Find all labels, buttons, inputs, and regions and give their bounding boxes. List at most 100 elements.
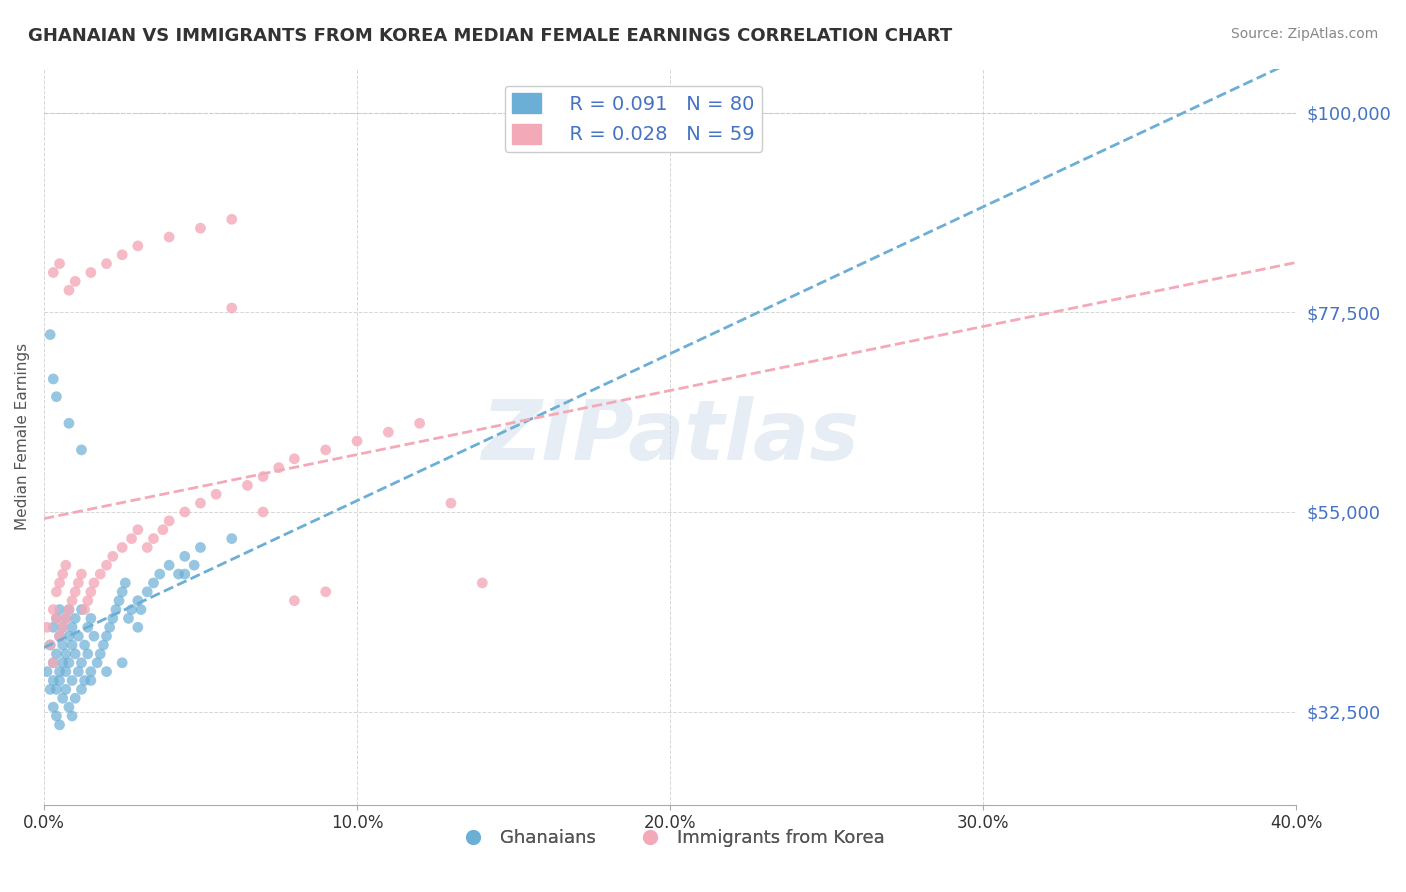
Point [190,496,212,510]
Point [58,656,80,670]
Point [93,638,115,652]
Point [136,584,159,599]
Point [52,567,75,582]
Point [129,602,152,616]
Point [80,665,103,679]
Point [58,417,80,431]
Point [70,602,93,616]
Point [173,505,195,519]
Point [42,656,65,670]
Point [60,593,83,607]
Point [111,541,134,555]
Point [173,549,195,564]
Point [58,700,80,714]
Point [45,709,67,723]
Point [63,691,86,706]
Point [70,656,93,670]
Point [173,567,195,582]
Point [252,469,274,483]
Point [58,629,80,643]
Point [73,638,96,652]
Point [111,584,134,599]
Point [346,434,368,448]
Point [96,257,118,271]
Point [152,523,174,537]
Point [58,283,80,297]
Point [190,541,212,555]
Point [55,665,77,679]
Point [315,442,337,457]
Point [48,629,70,643]
Point [111,248,134,262]
Point [67,629,90,643]
Point [52,620,75,634]
Point [48,576,70,591]
Text: ZIPatlas: ZIPatlas [481,396,859,477]
Point [76,593,98,607]
Y-axis label: Median Female Earnings: Median Female Earnings [15,343,30,530]
Point [76,647,98,661]
Point [89,567,111,582]
Point [42,700,65,714]
Legend: Ghanaians, Immigrants from Korea: Ghanaians, Immigrants from Korea [449,822,893,855]
Point [142,532,165,546]
Point [63,584,86,599]
Point [63,647,86,661]
Point [183,558,205,573]
Point [55,611,77,625]
Point [221,301,243,315]
Point [35,665,58,679]
Point [48,665,70,679]
Point [157,230,180,244]
Point [42,620,65,634]
Point [315,584,337,599]
Point [205,487,228,501]
Point [55,611,77,625]
Text: GHANAIAN VS IMMIGRANTS FROM KOREA MEDIAN FEMALE EARNINGS CORRELATION CHART: GHANAIAN VS IMMIGRANTS FROM KOREA MEDIAN… [28,27,952,45]
Text: Source: ZipAtlas.com: Source: ZipAtlas.com [1230,27,1378,41]
Point [167,567,190,582]
Point [89,647,111,661]
Point [267,460,290,475]
Point [42,673,65,688]
Point [80,673,103,688]
Point [136,541,159,555]
Point [45,647,67,661]
Point [283,451,305,466]
Point [252,505,274,519]
Point [157,558,180,573]
Point [121,602,143,616]
Point [98,620,121,634]
Point [127,523,149,537]
Point [114,576,136,591]
Point [471,576,494,591]
Point [73,602,96,616]
Point [39,638,62,652]
Point [39,638,62,652]
Point [45,611,67,625]
Point [60,673,83,688]
Point [149,567,172,582]
Point [39,327,62,342]
Point [55,682,77,697]
Point [440,496,463,510]
Point [76,620,98,634]
Point [67,665,90,679]
Point [101,549,124,564]
Point [48,718,70,732]
Point [60,638,83,652]
Point [67,576,90,591]
Point [157,514,180,528]
Point [35,620,58,634]
Point [45,682,67,697]
Point [83,629,105,643]
Point [52,638,75,652]
Point [55,647,77,661]
Point [127,239,149,253]
Point [42,266,65,280]
Point [86,656,108,670]
Point [96,558,118,573]
Point [127,620,149,634]
Point [236,478,259,492]
Point [52,656,75,670]
